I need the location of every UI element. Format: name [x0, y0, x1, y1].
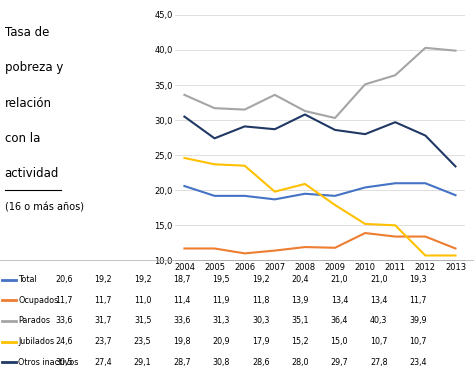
Text: Ocupados: Ocupados — [18, 296, 59, 305]
Text: 28,7: 28,7 — [173, 358, 191, 367]
Text: 30,8: 30,8 — [213, 358, 230, 367]
Text: 33,6: 33,6 — [55, 317, 73, 326]
Text: 27,4: 27,4 — [94, 358, 112, 367]
Text: 31,7: 31,7 — [95, 317, 112, 326]
Text: Total: Total — [18, 275, 37, 284]
Text: 19,8: 19,8 — [173, 337, 191, 346]
Text: 11,4: 11,4 — [173, 296, 191, 305]
Text: 19,3: 19,3 — [410, 275, 427, 284]
Text: 13,4: 13,4 — [370, 296, 387, 305]
Text: 29,1: 29,1 — [134, 358, 152, 367]
Text: 28,0: 28,0 — [292, 358, 309, 367]
Text: 30,3: 30,3 — [252, 317, 269, 326]
Text: 11,7: 11,7 — [410, 296, 427, 305]
Text: 19,2: 19,2 — [94, 275, 112, 284]
Text: 11,8: 11,8 — [252, 296, 269, 305]
Text: Parados: Parados — [18, 317, 51, 326]
Text: 21,0: 21,0 — [331, 275, 348, 284]
Text: 23,7: 23,7 — [94, 337, 112, 346]
Text: Jubilados: Jubilados — [18, 337, 55, 346]
Text: con la: con la — [5, 132, 40, 145]
Text: 18,7: 18,7 — [173, 275, 191, 284]
Text: 19,5: 19,5 — [212, 275, 230, 284]
Text: 24,6: 24,6 — [55, 337, 73, 346]
Text: Tasa de: Tasa de — [5, 26, 49, 39]
Text: 39,9: 39,9 — [409, 317, 427, 326]
Text: 17,9: 17,9 — [252, 337, 270, 346]
Text: 35,1: 35,1 — [292, 317, 309, 326]
Text: 29,7: 29,7 — [330, 358, 348, 367]
Text: 19,2: 19,2 — [134, 275, 152, 284]
Text: relación: relación — [5, 97, 52, 110]
Text: 20,6: 20,6 — [55, 275, 73, 284]
Text: 33,6: 33,6 — [173, 317, 191, 326]
Text: 23,5: 23,5 — [134, 337, 152, 346]
Text: 20,4: 20,4 — [292, 275, 309, 284]
Text: 28,6: 28,6 — [252, 358, 269, 367]
Text: 30,5: 30,5 — [55, 358, 73, 367]
Text: actividad: actividad — [5, 167, 59, 180]
Text: 40,3: 40,3 — [370, 317, 387, 326]
Text: 36,4: 36,4 — [331, 317, 348, 326]
Text: 31,5: 31,5 — [134, 317, 151, 326]
Text: 10,7: 10,7 — [410, 337, 427, 346]
Text: 13,4: 13,4 — [331, 296, 348, 305]
Text: 15,0: 15,0 — [331, 337, 348, 346]
Text: Otros inactivos: Otros inactivos — [18, 358, 79, 367]
Text: 11,9: 11,9 — [213, 296, 230, 305]
Text: 27,8: 27,8 — [370, 358, 388, 367]
Text: 10,7: 10,7 — [370, 337, 387, 346]
Text: 31,3: 31,3 — [213, 317, 230, 326]
Text: 21,0: 21,0 — [370, 275, 387, 284]
Text: 11,7: 11,7 — [95, 296, 112, 305]
Text: 13,9: 13,9 — [292, 296, 309, 305]
Text: 20,9: 20,9 — [212, 337, 230, 346]
Text: 11,0: 11,0 — [134, 296, 151, 305]
Text: pobreza y: pobreza y — [5, 61, 63, 74]
Text: 23,4: 23,4 — [410, 358, 427, 367]
Text: (16 o más años): (16 o más años) — [5, 203, 84, 213]
Text: 15,2: 15,2 — [291, 337, 309, 346]
Text: 19,2: 19,2 — [252, 275, 270, 284]
Text: 11,7: 11,7 — [55, 296, 73, 305]
